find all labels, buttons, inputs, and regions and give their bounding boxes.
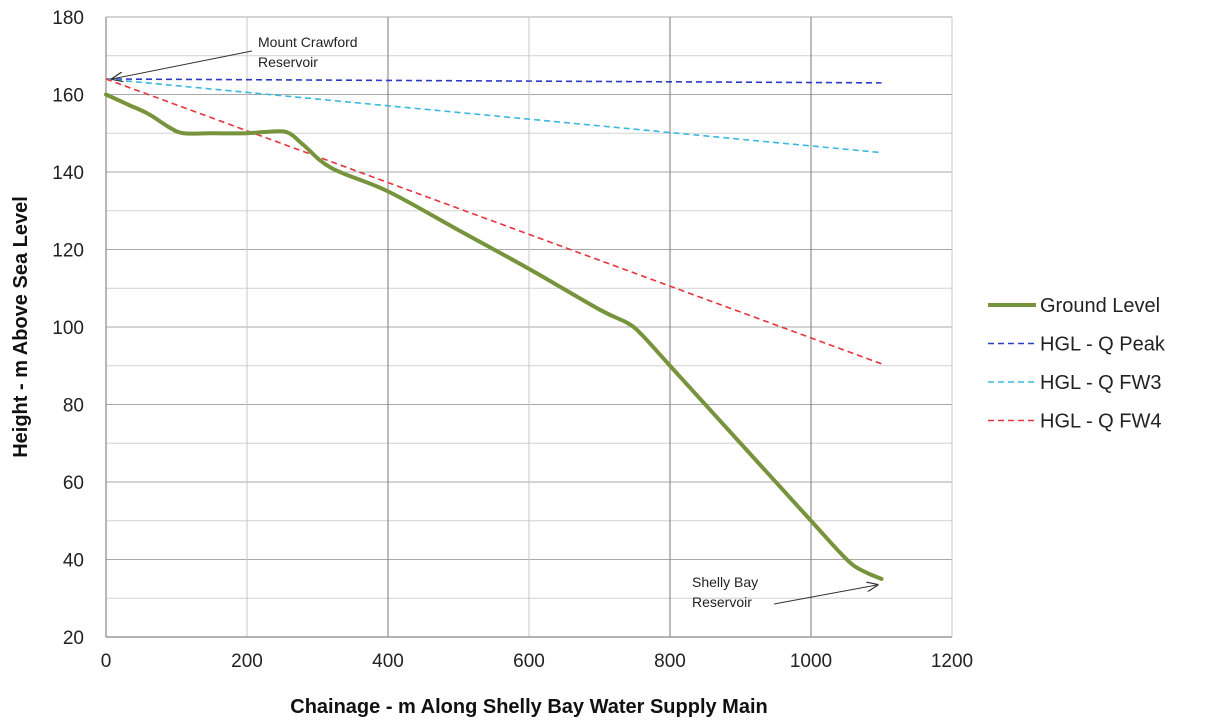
legend: Ground Level HGL - Q Peak HGL - Q FW3 HGL -… [988, 295, 1166, 433]
series-line-hgl-q-peak [105, 78, 882, 84]
annotation-shelly-bay: Shelly Bay Reservoir [692, 574, 758, 610]
annotation-arrow [773, 585, 878, 605]
legend-label-hgl-q-fw3: HGL - Q FW3 [1040, 372, 1161, 394]
y-tick-label: 180 [52, 8, 84, 29]
annotation-line: Shelly Bay [692, 574, 758, 590]
x-tick-label: 1200 [931, 651, 973, 672]
y-tick-label: 60 [63, 473, 84, 494]
annotation-mount-crawford: Mount Crawford Reservoir [258, 34, 358, 70]
x-tick-label: 1000 [790, 651, 832, 672]
y-axis-title: Height - m Above Sea Level [10, 196, 32, 458]
x-axis-title: Chainage - m Along Shelly Bay Water Supp… [290, 696, 767, 718]
x-tick-label: 600 [513, 651, 545, 672]
annotation-line: Reservoir [692, 594, 752, 610]
series-line-hgl-q-fw3 [105, 78, 882, 154]
y-tick-label: 120 [52, 241, 84, 262]
y-tick-label: 100 [52, 318, 84, 339]
x-tick-label: 800 [654, 651, 686, 672]
x-tick-label: 0 [101, 651, 112, 672]
annotation-line: Mount Crawford [258, 34, 358, 50]
grid [105, 16, 953, 638]
annotations: Mount Crawford Reservoir Shelly Bay Reservo… [112, 34, 878, 610]
y-tick-label: 160 [52, 86, 84, 107]
annotation-line: Reservoir [258, 54, 318, 70]
y-tick-label: 40 [63, 551, 84, 572]
y-tick-label: 20 [63, 628, 84, 649]
x-tick-label: 400 [372, 651, 404, 672]
y-tick-label: 80 [63, 396, 84, 417]
legend-label-hgl-q-peak: HGL - Q Peak [1040, 334, 1166, 356]
x-tick-label: 200 [231, 651, 263, 672]
legend-label-hgl-q-fw4: HGL - Q FW4 [1040, 411, 1161, 433]
series-line-ground-level [104, 92, 884, 581]
annotation-arrow [112, 50, 253, 79]
y-tick-label: 140 [52, 163, 84, 184]
series-group [104, 78, 884, 581]
tick-labels: 0 200 400 600 800 1000 1200 20 40 60 80 100 120 140 16… [52, 8, 973, 672]
legend-label-ground-level: Ground Level [1040, 295, 1160, 317]
series-line-hgl-q-fw4 [105, 78, 882, 365]
